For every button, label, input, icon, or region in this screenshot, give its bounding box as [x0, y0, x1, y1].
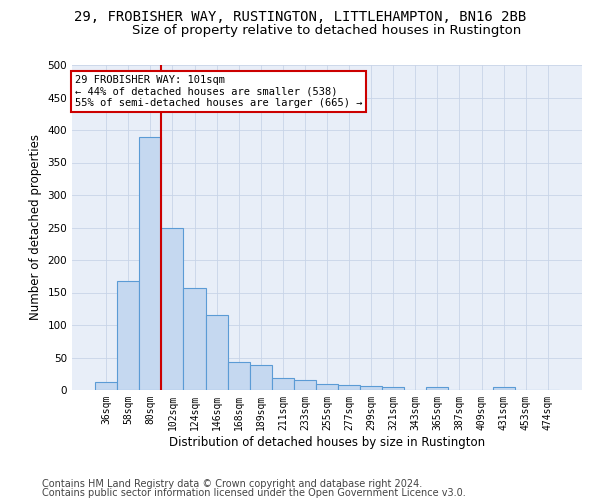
Bar: [338, 386, 360, 390]
Bar: [360, 386, 382, 390]
Y-axis label: Number of detached properties: Number of detached properties: [29, 134, 42, 320]
Bar: [294, 380, 316, 390]
Bar: [250, 364, 272, 390]
Text: Contains HM Land Registry data © Crown copyright and database right 2024.: Contains HM Land Registry data © Crown c…: [42, 479, 422, 489]
Bar: [427, 387, 448, 390]
Text: 29, FROBISHER WAY, RUSTINGTON, LITTLEHAMPTON, BN16 2BB: 29, FROBISHER WAY, RUSTINGTON, LITTLEHAM…: [74, 10, 526, 24]
Bar: [227, 362, 250, 390]
Bar: [95, 382, 117, 390]
Bar: [161, 228, 184, 390]
Bar: [272, 378, 294, 390]
Bar: [493, 387, 515, 390]
Bar: [206, 316, 227, 390]
Bar: [316, 384, 338, 390]
X-axis label: Distribution of detached houses by size in Rustington: Distribution of detached houses by size …: [169, 436, 485, 448]
Bar: [382, 388, 404, 390]
Text: Contains public sector information licensed under the Open Government Licence v3: Contains public sector information licen…: [42, 488, 466, 498]
Text: 29 FROBISHER WAY: 101sqm
← 44% of detached houses are smaller (538)
55% of semi-: 29 FROBISHER WAY: 101sqm ← 44% of detach…: [74, 74, 362, 108]
Bar: [117, 282, 139, 390]
Bar: [139, 136, 161, 390]
Title: Size of property relative to detached houses in Rustington: Size of property relative to detached ho…: [133, 24, 521, 38]
Bar: [184, 288, 206, 390]
